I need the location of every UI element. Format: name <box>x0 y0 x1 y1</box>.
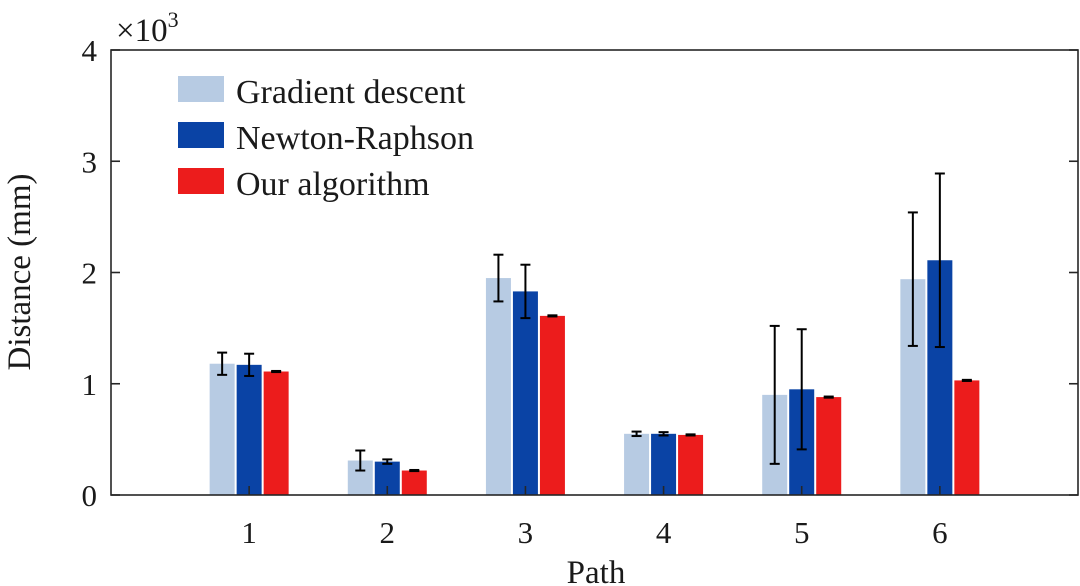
y-tick-label: 0 <box>82 478 98 513</box>
x-axis-label: Path <box>567 555 626 586</box>
legend-item: Newton-Raphson <box>178 120 474 157</box>
x-tick-label: 3 <box>518 515 534 550</box>
error-bar <box>685 433 696 437</box>
legend-swatch <box>178 76 224 102</box>
bar <box>209 363 235 495</box>
error-bar <box>382 458 393 465</box>
ticks-layer: 1 2 3 4 5 6 0 1 2 3 4 <box>82 33 1078 550</box>
bar <box>263 371 289 495</box>
error-bar <box>907 211 918 347</box>
bar <box>954 380 980 495</box>
error-bar <box>823 395 834 399</box>
error-bar <box>271 369 282 374</box>
error-bar <box>355 449 366 472</box>
error-bar <box>961 378 972 382</box>
legend: Gradient descent Newton-Raphson Our algori… <box>178 74 474 203</box>
x-tick-label: 2 <box>380 515 396 550</box>
error-bar <box>547 314 558 318</box>
x-tick-label: 5 <box>794 515 810 550</box>
error-bar <box>631 430 642 438</box>
y-exponent-power: 3 <box>168 7 179 32</box>
legend-label: Our algorithm <box>236 166 430 203</box>
y-axis-label: Distance (mm) <box>2 173 38 370</box>
legend-item: Our algorithm <box>178 166 430 203</box>
legend-swatch <box>178 122 224 148</box>
x-tick-label: 6 <box>932 515 948 550</box>
y-tick-label: 1 <box>82 367 98 402</box>
bar <box>539 315 565 495</box>
bar <box>485 278 511 495</box>
bar <box>816 397 842 495</box>
error-bar <box>217 351 228 376</box>
legend-label: Gradient descent <box>236 74 466 111</box>
y-tick-label: 4 <box>82 33 98 68</box>
bar <box>624 433 650 495</box>
bar <box>401 470 427 495</box>
error-bar <box>244 352 255 377</box>
x-tick-label: 1 <box>241 515 257 550</box>
error-bar <box>769 324 780 465</box>
legend-label: Newton-Raphson <box>236 120 474 157</box>
bar <box>512 291 538 495</box>
bar <box>678 434 704 495</box>
error-bar <box>520 263 531 320</box>
x-tick-label: 4 <box>656 515 672 550</box>
bar <box>651 433 677 495</box>
y-exponent-label: ×103 <box>116 7 179 49</box>
bar <box>236 364 262 495</box>
bars-layer <box>209 260 980 495</box>
error-bar <box>796 328 807 451</box>
error-bar <box>658 431 669 437</box>
error-bar <box>934 172 945 349</box>
error-bar <box>409 468 420 473</box>
error-bars-layer <box>217 172 972 473</box>
legend-swatch <box>178 168 224 194</box>
y-tick-label: 2 <box>82 256 98 291</box>
y-tick-label: 3 <box>82 144 98 179</box>
legend-item: Gradient descent <box>178 74 466 111</box>
error-bar <box>493 253 504 303</box>
